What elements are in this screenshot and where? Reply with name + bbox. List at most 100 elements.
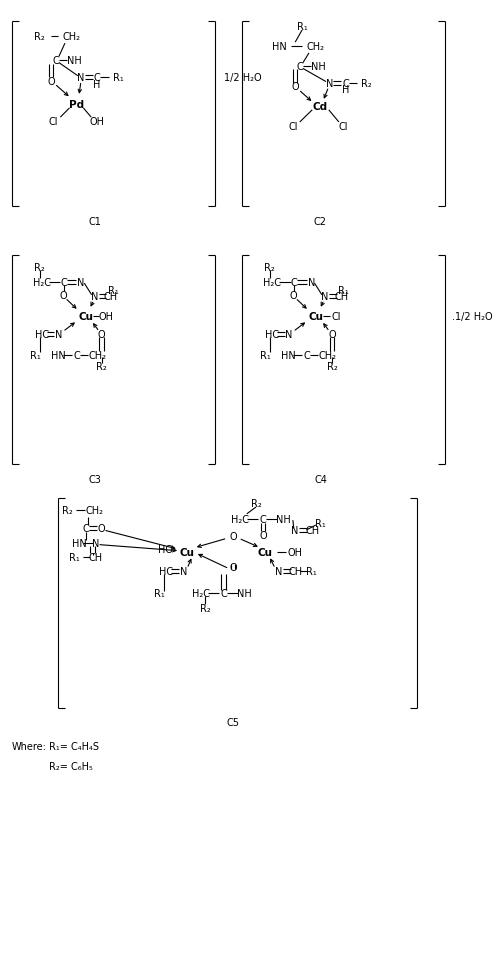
Text: R₁: R₁ [338, 286, 349, 295]
Text: C: C [296, 62, 303, 72]
Text: NH: NH [276, 514, 291, 524]
Text: R₂: R₂ [34, 32, 45, 42]
Text: CH₂: CH₂ [88, 350, 106, 360]
Text: Where:: Where: [12, 741, 47, 752]
Text: Cu: Cu [78, 311, 93, 322]
Text: C: C [303, 350, 310, 360]
Text: N: N [285, 330, 293, 339]
Text: R₂: R₂ [96, 362, 107, 372]
Text: CH: CH [334, 292, 348, 302]
Text: HN: HN [281, 350, 296, 360]
Text: NH: NH [67, 56, 82, 67]
Text: R₂= C₆H₅: R₂= C₆H₅ [49, 761, 92, 771]
Text: N: N [55, 330, 63, 339]
Text: C: C [290, 278, 297, 288]
Text: C: C [52, 56, 59, 67]
Text: OH: OH [99, 311, 114, 322]
Text: O: O [47, 76, 55, 86]
Text: Cu: Cu [308, 311, 324, 322]
Text: CH₂: CH₂ [307, 41, 325, 52]
Text: C: C [73, 350, 80, 360]
Text: Cl: Cl [332, 311, 341, 322]
Text: Cl: Cl [49, 117, 58, 127]
Text: H: H [342, 85, 349, 95]
Text: R₂: R₂ [200, 603, 211, 613]
Text: O: O [259, 530, 267, 540]
Text: CH: CH [89, 552, 103, 562]
Text: Cu: Cu [258, 548, 273, 557]
Text: N: N [91, 292, 98, 302]
Text: N: N [308, 278, 315, 288]
Text: C1: C1 [88, 216, 101, 227]
Text: HO: HO [158, 545, 173, 555]
Text: CH: CH [104, 292, 118, 302]
Text: N: N [322, 292, 329, 302]
Text: R₂: R₂ [264, 263, 275, 273]
Text: R₁: R₁ [315, 518, 326, 528]
Text: R₁: R₁ [30, 350, 40, 360]
Text: Cd: Cd [313, 103, 328, 112]
Text: Cl: Cl [339, 122, 348, 132]
Text: R₂: R₂ [34, 263, 45, 273]
Text: HC: HC [160, 566, 173, 577]
Text: O: O [229, 562, 237, 573]
Text: R₁: R₁ [297, 22, 308, 32]
Text: C: C [342, 79, 349, 89]
Text: C: C [220, 589, 227, 599]
Text: H₂C: H₂C [33, 278, 51, 288]
Text: C: C [259, 514, 266, 524]
Text: R₁: R₁ [112, 73, 123, 83]
Text: C4: C4 [314, 474, 327, 484]
Text: HN: HN [72, 539, 86, 549]
Text: R₁: R₁ [69, 552, 80, 562]
Text: N: N [78, 278, 85, 288]
Text: N: N [291, 525, 299, 535]
Text: R₂: R₂ [361, 79, 372, 89]
Text: O: O [60, 290, 68, 300]
Text: R₁: R₁ [306, 566, 317, 577]
Text: N: N [78, 73, 85, 83]
Text: OH: OH [89, 117, 105, 127]
Text: R₂: R₂ [62, 506, 73, 515]
Text: H: H [93, 79, 101, 89]
Text: Cu: Cu [179, 548, 194, 557]
Text: C: C [60, 278, 67, 288]
Text: C5: C5 [227, 718, 240, 728]
Text: R₁: R₁ [154, 589, 165, 599]
Text: Pd: Pd [69, 100, 84, 110]
Text: C3: C3 [88, 474, 101, 484]
Text: CH₂: CH₂ [63, 32, 81, 42]
Text: O: O [290, 290, 298, 300]
Text: NH: NH [237, 589, 252, 599]
Text: C: C [94, 73, 100, 83]
Text: O: O [328, 330, 336, 339]
Text: NH: NH [311, 62, 326, 72]
Text: Cl: Cl [288, 122, 298, 132]
Text: 1/2 H₂O: 1/2 H₂O [224, 73, 261, 83]
Text: H₂C: H₂C [263, 278, 281, 288]
Text: C2: C2 [314, 216, 327, 227]
Text: N: N [92, 539, 99, 549]
Text: HC: HC [265, 330, 279, 339]
Text: HN: HN [51, 350, 66, 360]
Text: CH₂: CH₂ [319, 350, 336, 360]
Text: R₁= C₄H₄S: R₁= C₄H₄S [49, 741, 99, 752]
Text: O: O [291, 82, 299, 92]
Text: HN: HN [272, 41, 286, 52]
Text: N: N [179, 566, 187, 577]
Text: R₁: R₁ [260, 350, 270, 360]
Text: N: N [275, 566, 283, 577]
Text: C: C [83, 524, 89, 534]
Text: HC: HC [35, 330, 49, 339]
Text: R₂: R₂ [327, 362, 337, 372]
Text: CH: CH [305, 525, 319, 535]
Text: CH: CH [288, 566, 302, 577]
Text: O: O [98, 524, 105, 534]
Text: .1/2 H₂O: .1/2 H₂O [452, 311, 493, 322]
Text: CH₂: CH₂ [86, 506, 104, 515]
Text: O: O [98, 330, 105, 339]
Text: R₂: R₂ [250, 499, 261, 509]
Text: H₂C: H₂C [231, 514, 248, 524]
Text: O: O [229, 532, 237, 542]
Text: R₁: R₁ [108, 286, 119, 295]
